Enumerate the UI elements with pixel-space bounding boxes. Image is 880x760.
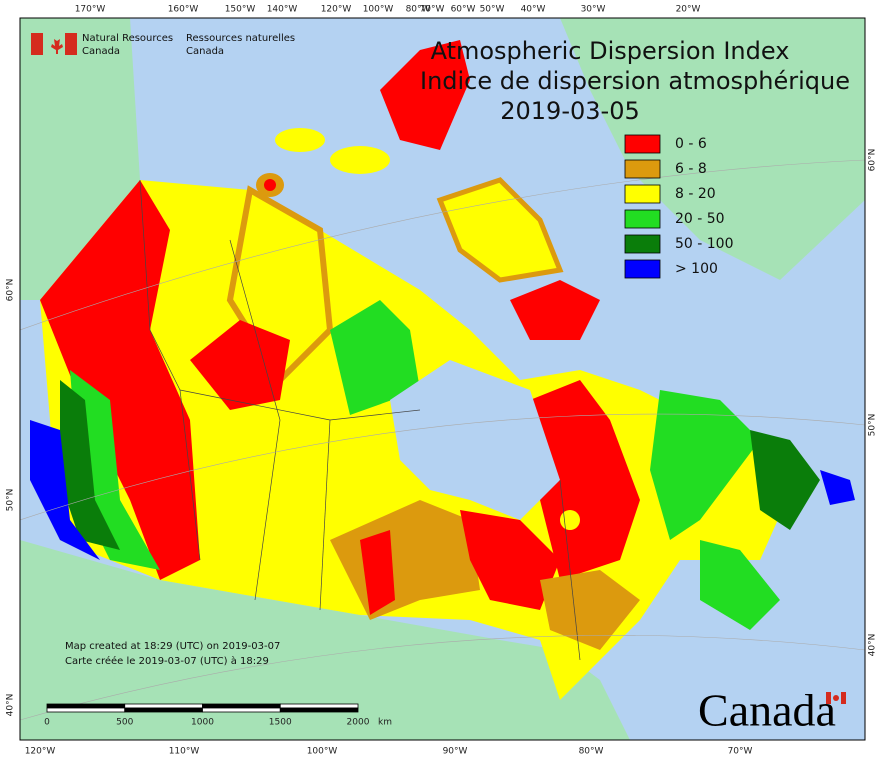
region	[436, 177, 564, 283]
maple-leaf	[51, 35, 63, 54]
region	[650, 390, 760, 540]
region	[40, 180, 200, 580]
nrcan-logo	[31, 33, 77, 55]
longitude-label: 80°W	[406, 5, 431, 15]
latitude-label: 50°N	[6, 489, 16, 512]
latitude-label: 60°N	[868, 149, 878, 172]
longitude-label: 140°W	[267, 5, 298, 15]
agency-en: Canada	[82, 46, 120, 57]
longitude-label: 30°W	[581, 5, 606, 15]
maple-leaf	[833, 695, 839, 701]
scale-segment	[202, 703, 281, 709]
longitude-label: 70°W	[728, 747, 753, 757]
region	[30, 420, 100, 560]
scale-segment	[46, 707, 126, 713]
greenland	[560, 18, 865, 280]
longitude-label: 170°W	[75, 5, 106, 15]
map-frame	[19, 17, 866, 741]
scale-unit: km	[378, 718, 392, 728]
region	[700, 540, 780, 630]
legend-label: 8 - 20	[675, 186, 716, 202]
map-area	[20, 18, 865, 740]
latitude-label: 60°N	[6, 279, 16, 302]
longitude-label: 100°W	[307, 747, 338, 757]
legend-label: 20 - 50	[675, 211, 725, 227]
latitude-label: 40°N	[868, 634, 878, 657]
region	[530, 380, 640, 580]
flag-bar	[826, 692, 831, 704]
legend-swatch	[624, 259, 661, 279]
scale-segment	[124, 707, 203, 713]
island	[330, 146, 390, 174]
region	[460, 510, 560, 610]
longitude-label: 60°W	[451, 5, 476, 15]
wordmark-flag	[826, 692, 846, 704]
legend-swatch	[624, 234, 661, 254]
alaska	[20, 18, 140, 300]
scale-segment	[279, 707, 359, 713]
longitude-label: 150°W	[225, 5, 256, 15]
scale-label: 1000	[191, 718, 214, 728]
island	[264, 179, 276, 191]
longitude-label: 120°W	[321, 5, 352, 15]
flag-bar	[31, 33, 43, 55]
legend-label: 6 - 8	[675, 161, 707, 177]
longitude-label: 120°W	[25, 747, 56, 757]
scale-label: 1500	[269, 718, 292, 728]
region	[560, 510, 580, 530]
island	[275, 128, 325, 152]
credit: Carte créée le 2019-03-07 (UTC) à 18:29	[65, 655, 269, 667]
region	[60, 380, 120, 550]
borders	[139, 179, 581, 661]
longitude-label: 80°W	[579, 747, 604, 757]
title-fr: Indice de dispersion atmosphérique	[420, 67, 850, 95]
region	[380, 40, 470, 150]
longitude-label: 40°W	[521, 5, 546, 15]
scale-label: 500	[116, 718, 133, 728]
agency-en: Natural Resources	[82, 33, 173, 44]
flag-bar	[65, 33, 77, 55]
legend-swatch	[624, 209, 661, 229]
longitude-label: 50°W	[480, 5, 505, 15]
legend-swatch	[624, 134, 661, 154]
title-date: 2019-03-05	[500, 97, 639, 125]
region	[750, 430, 820, 530]
hudson-bay	[390, 360, 560, 520]
united-states	[20, 540, 630, 740]
longitude-label: 100°W	[363, 5, 394, 15]
credit: Map created at 18:29 (UTC) on 2019-03-07	[65, 641, 280, 652]
agency-fr: Canada	[186, 46, 224, 57]
graticule	[20, 159, 865, 721]
longitude-label: 160°W	[168, 5, 199, 15]
scale-segment	[46, 703, 126, 709]
legend-label: 50 - 100	[675, 236, 734, 252]
legend-label: > 100	[675, 261, 718, 277]
region	[330, 300, 420, 415]
legend-label: 0 - 6	[675, 136, 707, 152]
region	[510, 280, 600, 340]
region	[820, 470, 855, 505]
legend-swatch	[624, 159, 661, 179]
scale-label: 2000	[347, 718, 370, 728]
longitude-label: 70°W	[420, 5, 445, 15]
region	[190, 320, 290, 410]
legend-swatch	[624, 184, 661, 204]
flag-bar	[841, 692, 846, 704]
longitude-label: 110°W	[169, 747, 200, 757]
latitude-label: 50°N	[868, 414, 878, 437]
region	[540, 570, 640, 650]
scale-segment	[202, 707, 281, 713]
title-en: Atmospheric Dispersion Index	[431, 37, 790, 65]
region	[360, 530, 395, 615]
scale-segment	[279, 703, 359, 709]
scale-segment	[124, 703, 203, 709]
scale-label: 0	[44, 718, 50, 728]
agency-fr: Ressources naturelles	[186, 33, 295, 44]
longitude-label: 90°W	[443, 747, 468, 757]
wordmark: Canada	[698, 685, 836, 736]
latitude-label: 40°N	[6, 694, 16, 717]
longitude-label: 20°W	[676, 5, 701, 15]
